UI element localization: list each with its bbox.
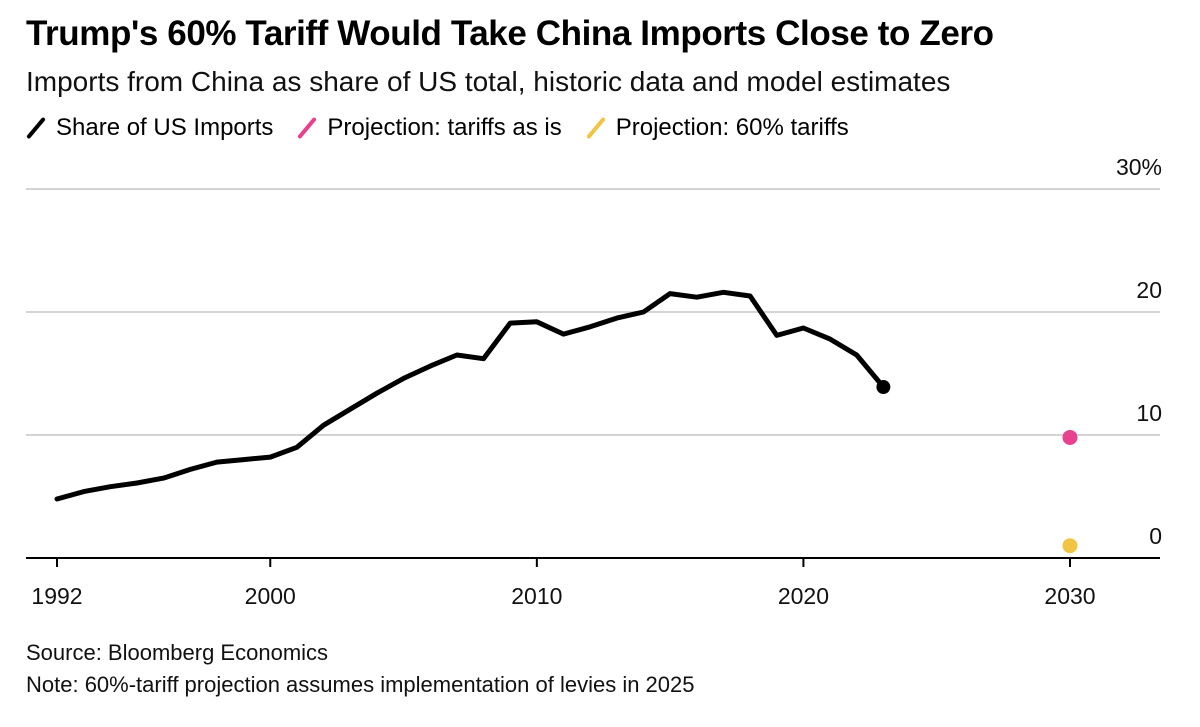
y-tick-label-30: 30%: [1116, 154, 1162, 180]
legend-label-tariffs-as-is: Projection: tariffs as is: [327, 114, 562, 141]
legend-item-projection-tariffs-as-is: Projection: tariffs as is: [295, 114, 561, 142]
x-tick-label-1992: 1992: [31, 583, 82, 609]
projection-point-projection-tariffs-as-is: [1062, 429, 1078, 445]
chart-title: Trump's 60% Tariff Would Take China Impo…: [26, 14, 994, 53]
legend-label-share: Share of US Imports: [56, 114, 274, 141]
y-tick-label-10: 10: [1136, 400, 1162, 426]
x-axis: 1992 2000 2010 2020 2030: [26, 557, 1160, 609]
y-tick-label-20: 20: [1136, 277, 1162, 303]
x-tick-label-2020: 2020: [778, 583, 829, 609]
grid-layer: [26, 188, 1160, 436]
x-tick-label-2000: 2000: [245, 583, 296, 609]
x-tick-label-2030: 2030: [1044, 583, 1095, 609]
series-layer: [54, 289, 1078, 554]
series-end-marker-share-of-us-imports: [876, 380, 891, 395]
legend-item-share-of-us-imports: Share of US Imports: [24, 114, 273, 142]
y-tick-labels: 0 10 20 30%: [1116, 154, 1162, 549]
chart-subtitle: Imports from China as share of US total,…: [26, 66, 951, 97]
x-tick-label-2010: 2010: [511, 583, 562, 609]
source-note: Source: Bloomberg Economics: [26, 640, 329, 665]
y-tick-label-0: 0: [1149, 523, 1162, 549]
legend-item-projection-60-tariffs: Projection: 60% tariffs: [584, 114, 849, 142]
legend-label-60-tariffs: Projection: 60% tariffs: [615, 114, 849, 141]
chart-legend: Share of US Imports Projection: tariffs …: [24, 114, 871, 142]
methodology-note: Note: 60%-tariff projection assumes impl…: [26, 672, 695, 697]
projection-point-projection-60-tariffs: [1062, 538, 1078, 554]
series-line-share-of-us-imports: [54, 289, 886, 502]
